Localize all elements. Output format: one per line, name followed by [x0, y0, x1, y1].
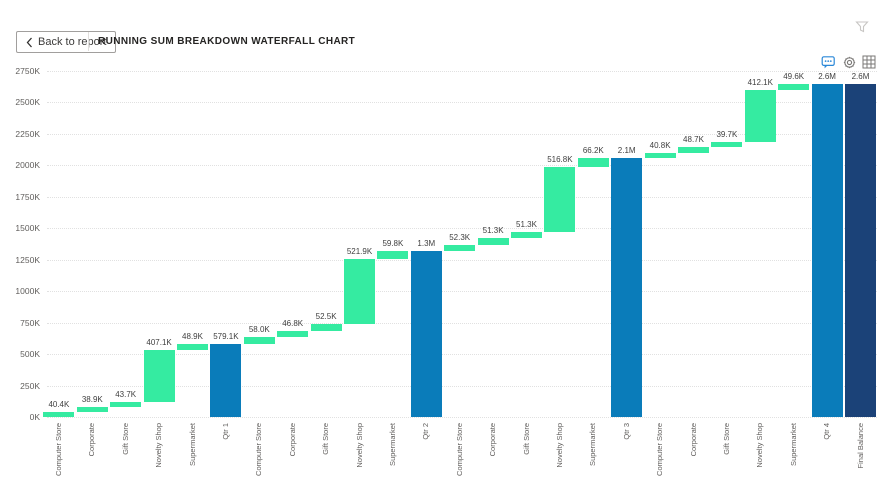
y-axis-tick-label: 1500K [0, 223, 40, 233]
x-axis-category-label: Gift Store [321, 423, 330, 503]
x-axis-category-label: Computer Store [54, 423, 63, 503]
x-axis-category-label: Corporate [87, 423, 96, 503]
x-axis-category-label: Gift Store [522, 423, 531, 503]
x-axis-category-label: Computer Store [655, 423, 664, 503]
y-gridline [47, 417, 877, 418]
bar-value-label: 2.6M [831, 72, 890, 81]
waterfall-bar-novelty-shop[interactable] [344, 259, 375, 325]
x-axis-category-label: Corporate [488, 423, 497, 503]
waterfall-bar-gift-store[interactable] [110, 402, 141, 407]
x-axis-category-label: Computer Store [254, 423, 263, 503]
waterfall-bar-supermarket[interactable] [377, 251, 408, 259]
waterfall-bar-supermarket[interactable] [177, 344, 208, 350]
x-axis-category-label: Qtr 4 [822, 423, 831, 503]
x-axis-category-label: Qtr 1 [221, 423, 230, 503]
y-axis-tick-label: 2750K [0, 66, 40, 76]
x-axis-category-label: Novelty Shop [154, 423, 163, 503]
x-axis-category-label: Supermarket [588, 423, 597, 503]
waterfall-bar-novelty-shop[interactable] [544, 167, 575, 232]
waterfall-bar-corporate[interactable] [478, 238, 509, 244]
y-gridline [47, 260, 877, 261]
y-gridline [47, 165, 877, 166]
x-axis-category-label: Novelty Shop [355, 423, 364, 503]
x-axis-category-label: Qtr 2 [421, 423, 430, 503]
y-axis-tick-label: 2000K [0, 160, 40, 170]
waterfall-bar-final-balance[interactable] [845, 84, 876, 417]
waterfall-bar-corporate[interactable] [77, 407, 108, 412]
x-axis-category-label: Novelty Shop [555, 423, 564, 503]
x-axis-category-label: Novelty Shop [755, 423, 764, 503]
y-gridline [47, 197, 877, 198]
x-axis-category-label: Supermarket [388, 423, 397, 503]
y-axis-tick-label: 750K [0, 318, 40, 328]
waterfall-bar-qtr-3[interactable] [611, 158, 642, 417]
x-axis-category-label: Corporate [288, 423, 297, 503]
waterfall-bar-computer-store[interactable] [444, 245, 475, 252]
y-axis-tick-label: 1750K [0, 192, 40, 202]
y-gridline [47, 323, 877, 324]
waterfall-bar-gift-store[interactable] [511, 232, 542, 238]
x-axis-category-label: Corporate [689, 423, 698, 503]
waterfall-bar-supermarket[interactable] [578, 158, 609, 166]
waterfall-bar-corporate[interactable] [277, 331, 308, 337]
y-axis-tick-label: 1000K [0, 286, 40, 296]
waterfall-bar-novelty-shop[interactable] [144, 350, 175, 401]
y-axis-tick-label: 2500K [0, 97, 40, 107]
y-axis-tick-label: 1250K [0, 255, 40, 265]
y-axis-tick-label: 500K [0, 349, 40, 359]
y-gridline [47, 71, 877, 72]
x-axis-category-label: Final Balance [856, 423, 865, 503]
y-axis-tick-label: 0K [0, 412, 40, 422]
x-axis-category-label: Gift Store [722, 423, 731, 503]
y-gridline [47, 291, 877, 292]
y-gridline [47, 228, 877, 229]
x-axis-category-label: Supermarket [789, 423, 798, 503]
x-axis-category-label: Computer Store [455, 423, 464, 503]
x-axis-category-label: Qtr 3 [622, 423, 631, 503]
waterfall-bar-computer-store[interactable] [43, 412, 74, 417]
y-axis-tick-label: 2250K [0, 129, 40, 139]
waterfall-bar-corporate[interactable] [678, 147, 709, 153]
y-axis-tick-label: 250K [0, 381, 40, 391]
waterfall-bar-gift-store[interactable] [311, 324, 342, 331]
x-axis-category-label: Supermarket [188, 423, 197, 503]
waterfall-bar-novelty-shop[interactable] [745, 90, 776, 142]
waterfall-bar-supermarket[interactable] [778, 84, 809, 90]
waterfall-bar-qtr-1[interactable] [210, 344, 241, 417]
waterfall-bar-computer-store[interactable] [645, 153, 676, 158]
waterfall-bar-qtr-2[interactable] [411, 251, 442, 417]
waterfall-bar-computer-store[interactable] [244, 337, 275, 344]
waterfall-bar-gift-store[interactable] [711, 142, 742, 147]
waterfall-bar-qtr-4[interactable] [812, 84, 843, 417]
x-axis-category-label: Gift Store [121, 423, 130, 503]
